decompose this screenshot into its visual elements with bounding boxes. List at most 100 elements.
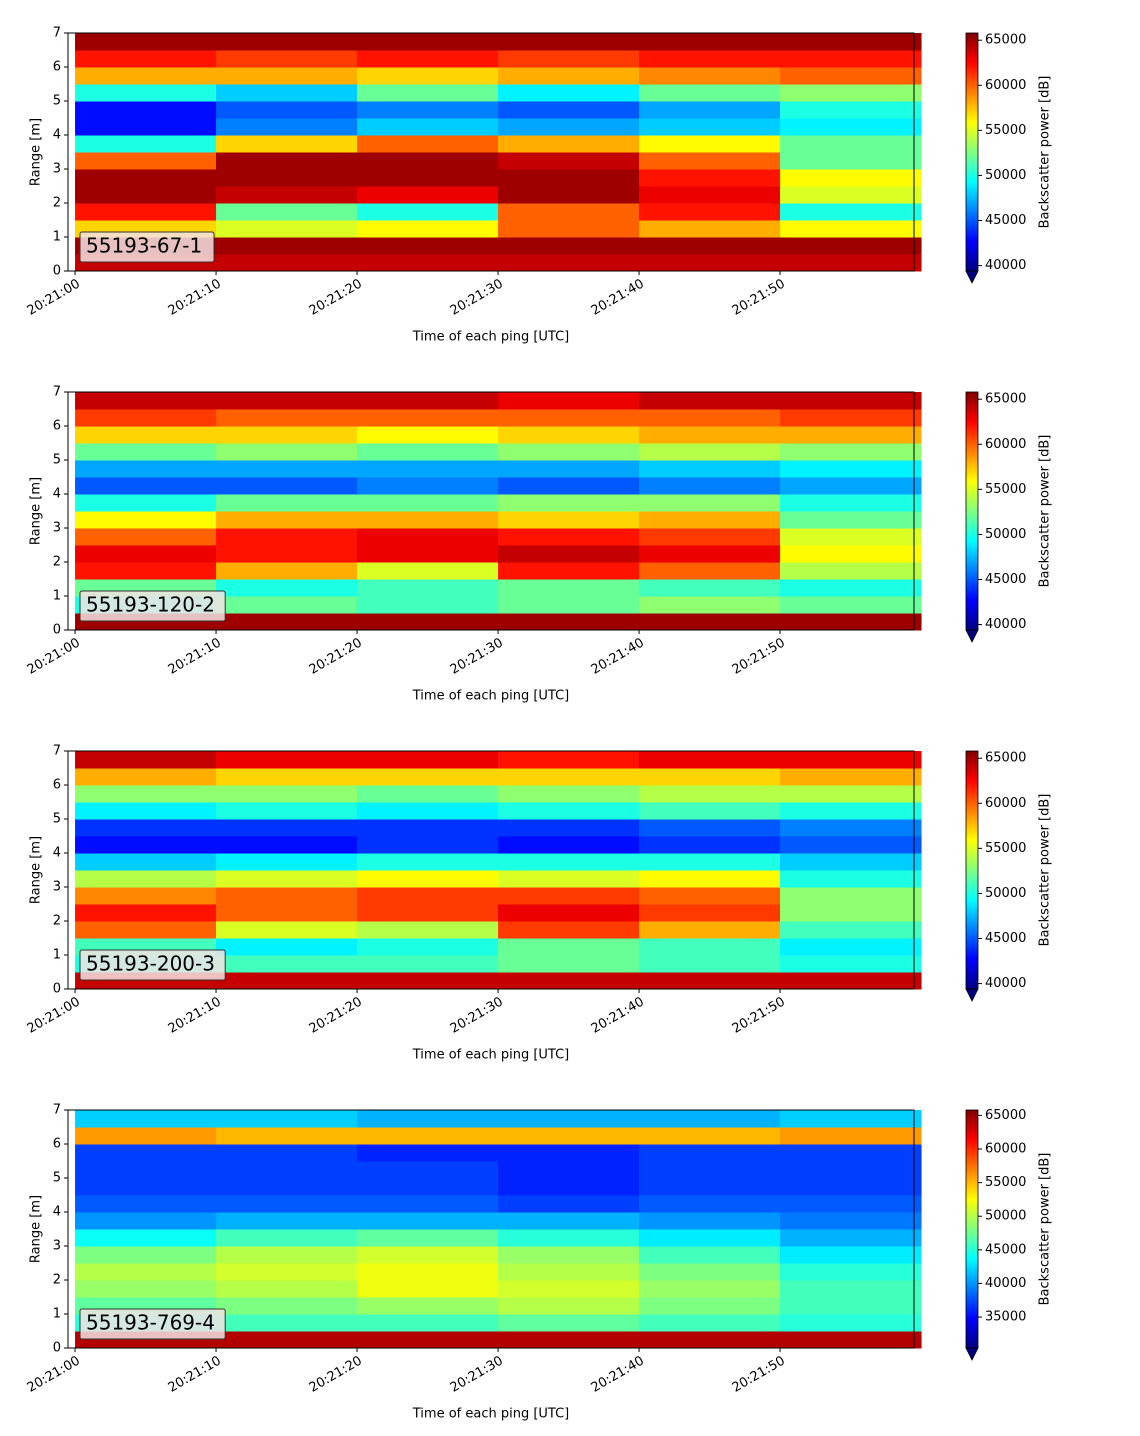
colorbar-strip [966,1113,978,1117]
heatmap-cell [357,1144,499,1162]
colorbar-strip [966,1324,978,1327]
heatmap-cell [357,409,499,427]
colorbar-strip [966,1334,978,1337]
heatmap-cell [780,1144,922,1162]
colorbar-strip [966,255,978,258]
heatmap-cell [75,118,217,136]
colorbar-strip [966,1308,978,1311]
colorbar-strip [966,913,978,917]
x-tick-label: 20:21:30 [448,277,506,319]
heatmap-cell [639,460,781,478]
plot-frame [67,750,915,990]
colorbar-strip [966,568,978,572]
colorbar-strip [966,871,978,875]
colorbar-strip [966,626,978,629]
heatmap-cell [780,802,922,820]
colorbar-strip [966,413,978,417]
heatmap-cell [216,67,358,85]
heatmap-cell [498,118,640,136]
heatmap-cell [216,579,358,597]
heatmap-cell [357,169,499,187]
colorbar-strip [966,802,978,806]
heatmap-cell [357,1110,499,1128]
colorbar-strip [966,590,978,593]
heatmap-cell [498,904,640,922]
colorbar-strip [966,70,978,74]
colorbar-strip [966,1254,978,1258]
colorbar-tick-label: 65000 [985,1108,1026,1123]
colorbar-strip [966,157,978,161]
heatmap-cell [357,802,499,820]
colorbar-strip [966,1288,978,1292]
colorbar-tick-label: 50000 [985,1209,1026,1224]
heatmap-cell [639,1178,781,1196]
heatmap-cell [780,579,922,597]
colorbar-strip [966,96,978,100]
heatmap-cell [780,254,922,272]
heatmap-cell [216,460,358,478]
colorbar-strip [966,850,978,853]
colorbar-strip [966,165,978,169]
heatmap-cell [498,1161,640,1179]
heatmap-cell [639,870,781,888]
colorbar-strip [966,620,978,623]
colorbar-strip [966,1304,978,1307]
colorbar-strip [966,1272,978,1276]
colorbar-strip [966,1278,978,1282]
colorbar-strip [966,1258,978,1262]
colorbar-strip [966,249,978,252]
colorbar-strip [966,1264,978,1268]
y-tick-label: 3 [53,521,61,536]
colorbar-tick-label: 40000 [985,976,1026,991]
heatmap-cell [357,50,499,68]
colorbar-strip [966,754,978,758]
colorbar-tick-label: 65000 [985,33,1026,48]
y-tick-label: 5 [53,94,61,109]
colorbar-strip [966,881,978,885]
colorbar-strip [966,163,978,167]
heatmap-cell [357,494,499,512]
colorbar-strip [966,766,978,770]
colorbar-strip [966,33,978,36]
colorbar-strip [966,854,978,857]
heatmap-cell [216,972,358,990]
heatmap-cell [498,613,640,631]
colorbar-strip [966,243,978,246]
colorbar-strip [966,943,978,946]
colorbar-strip [966,858,978,861]
heatmap-cell [498,135,640,153]
colorbar-strip [966,467,978,470]
colorbar-strip [966,1163,978,1167]
colorbar-strip [966,72,978,76]
colorbar-strip [966,195,978,199]
colorbar-strip [966,104,978,107]
colorbar-strip [966,98,978,102]
colorbar-extend [965,1347,979,1361]
colorbar-extend [965,988,979,1002]
colorbar-strip [966,608,978,611]
heatmap-cell [498,220,640,238]
colorbar-strip [966,949,978,952]
heatmap-cell [216,101,358,119]
heatmap-cell [357,460,499,478]
y-tick-label: 6 [53,778,61,793]
heatmap-cell [75,1178,217,1196]
heatmap-cell [75,887,217,905]
heatmap-cell [639,1212,781,1230]
colorbar-strip [966,592,978,595]
heatmap-cell [498,1331,640,1349]
colorbar-strip [966,1318,978,1321]
heatmap-cell [357,220,499,238]
colorbar-strip [966,796,978,800]
colorbar-strip [966,927,978,931]
colorbar-strip [966,790,978,794]
x-tick-label: 20:21:30 [448,1354,506,1396]
colorbar-strip [966,818,978,822]
heatmap-cell [357,1297,499,1315]
colorbar-tick-label: 55000 [985,841,1026,856]
colorbar-strip [966,114,978,117]
colorbar-strip [966,52,978,56]
colorbar-strip [966,975,978,978]
colorbar-strip [966,1191,978,1194]
heatmap-cell [780,596,922,614]
